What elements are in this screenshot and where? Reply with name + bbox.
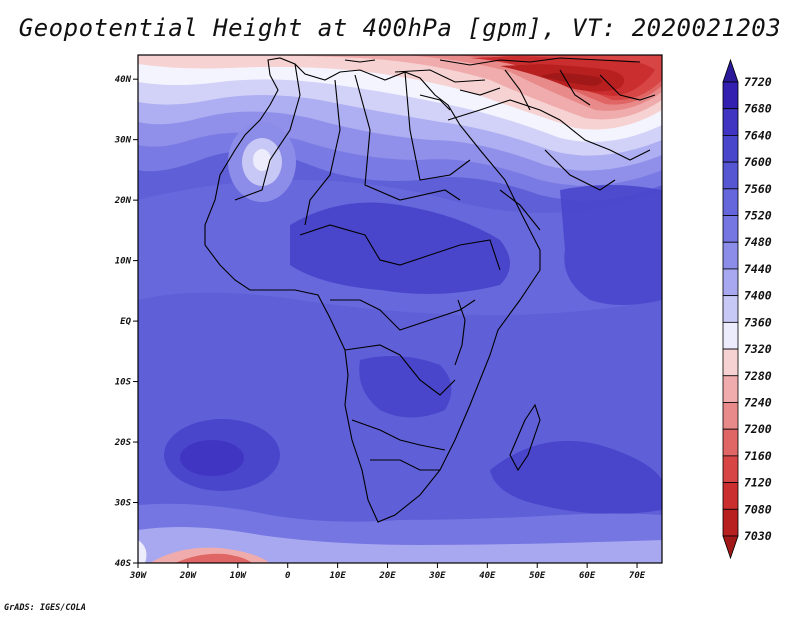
chart-title: Geopotential Height at 400hPa [gpm], VT:… (18, 14, 782, 42)
colorbar-label: 7120 (744, 476, 772, 490)
lon-tick-label: 50E (529, 571, 546, 581)
lon-tick-label: 10W (230, 571, 248, 581)
lon-tick-label: 70E (629, 571, 646, 581)
colorbar-label: 7200 (744, 422, 772, 436)
lon-tick-label: 0 (285, 571, 291, 581)
colorbar-segment (722, 135, 739, 163)
colorbar-segment (722, 428, 739, 457)
lat-tick-label: 40N (115, 75, 132, 85)
lon-tick-label: 30W (129, 571, 148, 581)
colorbar-top-arrow (722, 58, 739, 83)
colorbar-segment (722, 241, 739, 270)
lon-tick-label: 30E (428, 571, 446, 581)
colorbar-label: 7280 (744, 369, 772, 383)
colorbar-segment (722, 482, 739, 510)
colorbar-label: 7720 (744, 75, 772, 89)
colorbar-segment (722, 455, 739, 483)
colorbar-label: 7240 (744, 395, 772, 409)
colorbar-label: 7680 (744, 102, 772, 116)
lon-tick-label: 10E (329, 571, 346, 581)
lat-tick-label: 10S (115, 378, 132, 388)
latitude-axis: 40N 30N 20N 10N EQ 10S 20S 30S 40S (114, 75, 138, 569)
colorbar-segment (722, 348, 739, 377)
colorbar-label: 7480 (744, 235, 772, 249)
colorbar-segment (722, 215, 739, 243)
colorbar-segment (722, 375, 739, 403)
grads-credit: GrADS: IGES/COLA (4, 603, 86, 613)
colorbar-label: 7440 (744, 262, 772, 276)
lon-tick-label: 20W (179, 571, 198, 581)
colorbar-segment (722, 81, 739, 110)
colorbar-segment (722, 402, 739, 430)
map-frame (137, 54, 663, 564)
lon-tick-label: 20E (378, 571, 396, 581)
colorbar-label: 7030 (744, 529, 772, 543)
colorbar-segment (722, 108, 739, 136)
colorbar-segment (722, 268, 739, 297)
colorbar-segment (722, 295, 739, 323)
colorbar-segment (722, 161, 739, 190)
longitude-axis: 30W 20W 10W 0 10E 20E 30E 40E 50E 60E 70E (129, 563, 646, 581)
colorbar-segment (722, 321, 739, 350)
lat-tick-label: 20S (114, 438, 132, 448)
colorbar-label: 7360 (744, 315, 772, 329)
colorbar-label: 7160 (744, 449, 772, 463)
coastlines (204, 57, 656, 523)
colorbar-label: 7560 (744, 182, 772, 196)
lon-tick-label: 40E (479, 571, 496, 581)
colorbar-segment (722, 508, 739, 537)
colorbar-label: 7600 (744, 155, 772, 169)
colorbar: 7720 7680 7640 7600 7560 7520 7480 7440 7400 7360… (722, 58, 772, 560)
height-field (138, 55, 662, 563)
colorbar-label: 7080 (744, 502, 772, 516)
lat-tick-label: 30N (114, 136, 132, 146)
lat-tick-label: 20N (114, 196, 132, 206)
lat-tick-label: EQ (120, 317, 131, 327)
colorbar-segment (722, 188, 739, 216)
colorbar-label: 7400 (744, 289, 772, 303)
colorbar-bottom-arrow (722, 535, 739, 560)
colorbar-label: 7520 (744, 209, 772, 223)
lat-tick-label: 30S (114, 499, 132, 509)
lon-tick-label: 60E (579, 571, 596, 581)
lat-tick-label: 40S (115, 559, 132, 569)
lat-tick-label: 10N (115, 257, 132, 267)
colorbar-label: 7320 (744, 342, 772, 356)
colorbar-label: 7640 (744, 128, 772, 142)
